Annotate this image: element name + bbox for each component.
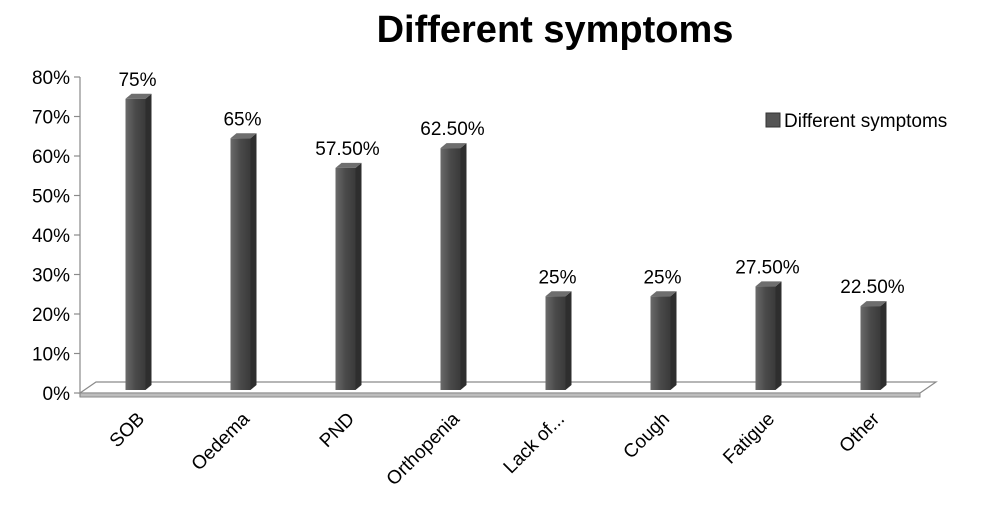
bar [335,162,362,390]
x-tick-label: Other [836,408,885,457]
bar-top [335,162,362,168]
bar-side [460,143,467,390]
legend-swatch [765,112,781,128]
bar-front [440,148,461,390]
bar-front [755,286,776,390]
bar [755,281,782,390]
y-axis: 0% 10% 20% 30% 40% 50% 60% 70% 80% [32,68,81,405]
bar-top [545,291,572,297]
bar-side [880,301,887,390]
bar-front [860,306,881,390]
y-tick-label: 80% [32,68,70,89]
bar [440,143,467,390]
bar [545,291,572,390]
y-tick-label: 60% [32,147,70,168]
x-tick-label: Orthopenia [383,408,465,490]
y-tick-label: 40% [32,226,70,247]
data-label: 57.50% [315,139,380,160]
bar [650,291,677,390]
data-label: 27.50% [735,257,800,278]
bar-top [860,301,887,307]
bar-top [125,93,152,99]
bar-front [650,296,671,390]
bar-front [230,138,251,390]
data-label: 65% [223,109,261,130]
bar-top [230,133,257,139]
bar-front [545,296,566,390]
floor-plane [78,381,938,394]
chart-floor [78,381,938,398]
data-label: 25% [538,267,576,288]
bar-side [775,281,782,390]
bar [125,93,152,390]
bar [860,301,887,390]
bar-side [145,93,152,390]
legend-label: Different symptoms [784,111,947,132]
x-tick-label: PND [316,409,359,452]
data-label: 22.50% [840,277,905,298]
data-label: 25% [643,267,681,288]
y-tick-label: 70% [32,108,70,129]
bar-top [440,143,467,149]
y-tick-label: 10% [32,345,70,366]
bars-group: 75% SOB 65% Oedema 57.50% PND 62.50% Orthopenia… [106,70,905,490]
bar-side [565,291,572,390]
x-tick-label: SOB [106,409,149,452]
bar-front [335,167,356,390]
bar [230,133,257,390]
y-tick-label: 30% [32,266,70,287]
legend: Different symptoms [765,111,947,132]
x-tick-label: Fatigue [719,409,779,469]
bar-side [355,162,362,390]
chart-title: Different symptoms [377,9,734,51]
bar-side [670,291,677,390]
bar-top [755,281,782,287]
y-tick-label: 20% [32,305,70,326]
x-tick-label: Cough [620,409,674,463]
bar-side [250,133,257,390]
data-label: 75% [118,70,156,91]
data-label: 62.50% [420,119,485,140]
bar-front [125,98,146,390]
y-tick-label: 50% [32,187,70,208]
x-tick-label: Lack of... [500,409,569,478]
bar-top [650,291,677,297]
x-tick-label: Oedema [188,408,255,475]
floor-edge [79,392,921,398]
y-tick-label: 0% [43,384,71,405]
